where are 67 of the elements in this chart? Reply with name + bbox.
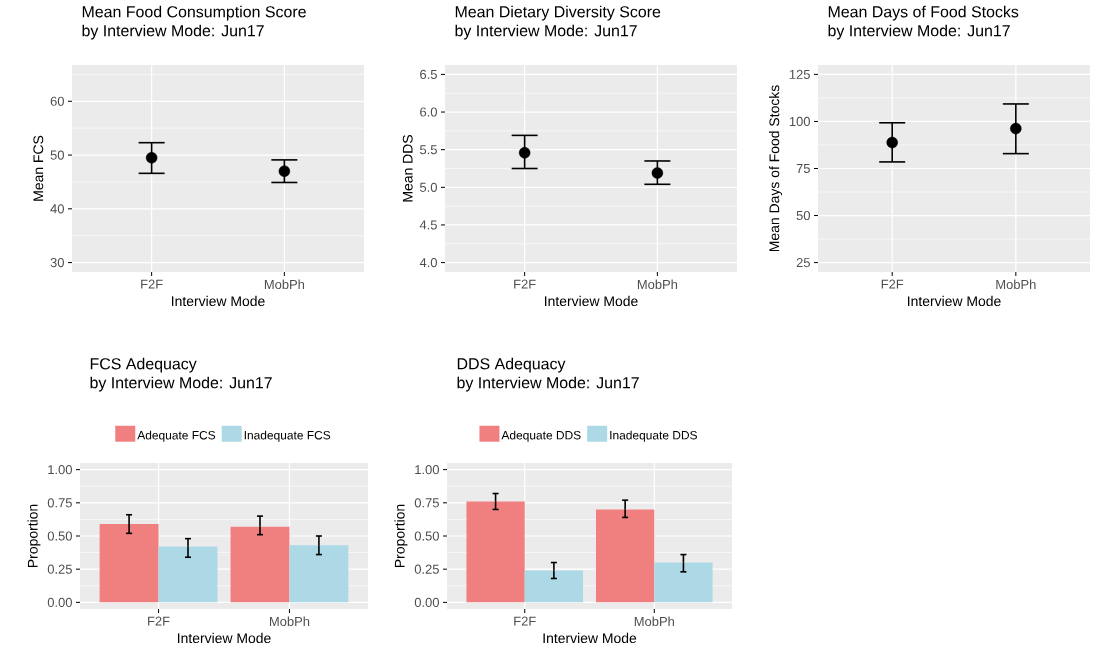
bar: [158, 546, 218, 603]
y-axis-title: Mean FCS: [33, 135, 44, 201]
y-tick-label: 0.75: [414, 498, 439, 508]
y-tick-label: 100: [789, 116, 810, 127]
bar: [466, 501, 525, 603]
y-tick-label: 25: [796, 258, 810, 268]
y-tick-label: 1.00: [415, 465, 439, 475]
y-tick-label: 125: [789, 69, 810, 79]
chart-subtitle: by Interview Mode: Jun17: [455, 24, 637, 40]
y-tick-label: 0.50: [414, 531, 439, 541]
y-tick-label: 60: [50, 96, 64, 106]
y-tick-label: 0.00: [47, 597, 72, 607]
y-tick-label: 5.0: [420, 182, 437, 192]
y-tick-label: 0.50: [47, 531, 72, 541]
y-tick-label: 50: [50, 150, 64, 160]
x-tick-label: F2F: [514, 279, 536, 289]
bar: [99, 524, 159, 603]
legend-label: Adequate FCS: [137, 430, 216, 442]
y-axis-title: Mean Days of Food Stocks: [769, 85, 783, 252]
chart-subtitle: by Interview Mode: Jun17: [828, 24, 1010, 40]
y-tick-label: 30: [50, 258, 64, 268]
x-tick-label: MobPh: [270, 616, 310, 627]
legend-label: Inadequate FCS: [244, 430, 331, 442]
chart-subtitle: by Interview Mode: Jun17: [82, 24, 264, 40]
x-tick-label: F2F: [514, 616, 536, 626]
y-tick-label: 0.00: [414, 597, 439, 607]
x-axis-title: Interview Mode: [908, 295, 1001, 307]
chart-title: Mean Dietary Diversity Score: [455, 5, 661, 21]
bar: [654, 562, 713, 603]
bar: [595, 509, 655, 603]
x-tick-label: MobPh: [264, 279, 305, 290]
chart-title: Mean Days of Food Stocks: [828, 5, 1019, 21]
chart-title: FCS Adequacy: [90, 357, 197, 373]
x-axis-title: Interview Mode: [172, 295, 265, 307]
chart-subtitle: by Interview Mode: Jun17: [90, 376, 272, 392]
bar: [524, 570, 584, 603]
x-axis-title: Interview Mode: [545, 295, 638, 307]
bar: [289, 545, 349, 603]
y-tick-label: 1.00: [48, 465, 72, 475]
y-tick-label: 5.5: [420, 145, 437, 155]
x-tick-label: F2F: [881, 279, 904, 289]
y-tick-label: 4.0: [419, 258, 437, 268]
x-tick-label: F2F: [148, 616, 170, 626]
y-tick-label: 50: [796, 210, 810, 221]
chart-title: Mean Food Consumption Score: [82, 5, 306, 21]
legend-label: Inadequate DDS: [610, 430, 697, 442]
y-tick-label: 75: [796, 163, 810, 174]
legend-label: Adequate DDS: [501, 430, 581, 442]
x-tick-label: F2F: [141, 279, 163, 289]
chart-title: DDS Adequacy: [457, 357, 566, 373]
y-tick-label: 6.0: [420, 107, 437, 117]
x-tick-label: MobPh: [637, 279, 678, 290]
x-tick-label: MobPh: [996, 279, 1036, 290]
y-tick-label: 40: [50, 204, 64, 214]
y-tick-label: 0.25: [47, 564, 72, 574]
y-axis-title: Proportion: [27, 504, 41, 568]
x-tick-label: MobPh: [634, 616, 674, 627]
y-tick-label: 4.5: [419, 220, 437, 230]
x-axis-title: Interview Mode: [543, 632, 637, 644]
y-axis-title: Proportion: [394, 504, 408, 568]
y-tick-label: 0.75: [47, 498, 72, 508]
y-tick-label: 6.5: [420, 69, 437, 79]
y-axis-title: Mean DDS: [402, 135, 413, 202]
y-tick-label: 0.25: [414, 564, 439, 574]
x-axis-title: Interview Mode: [177, 632, 271, 644]
chart-subtitle: by Interview Mode: Jun17: [457, 376, 639, 392]
bar: [230, 526, 290, 603]
